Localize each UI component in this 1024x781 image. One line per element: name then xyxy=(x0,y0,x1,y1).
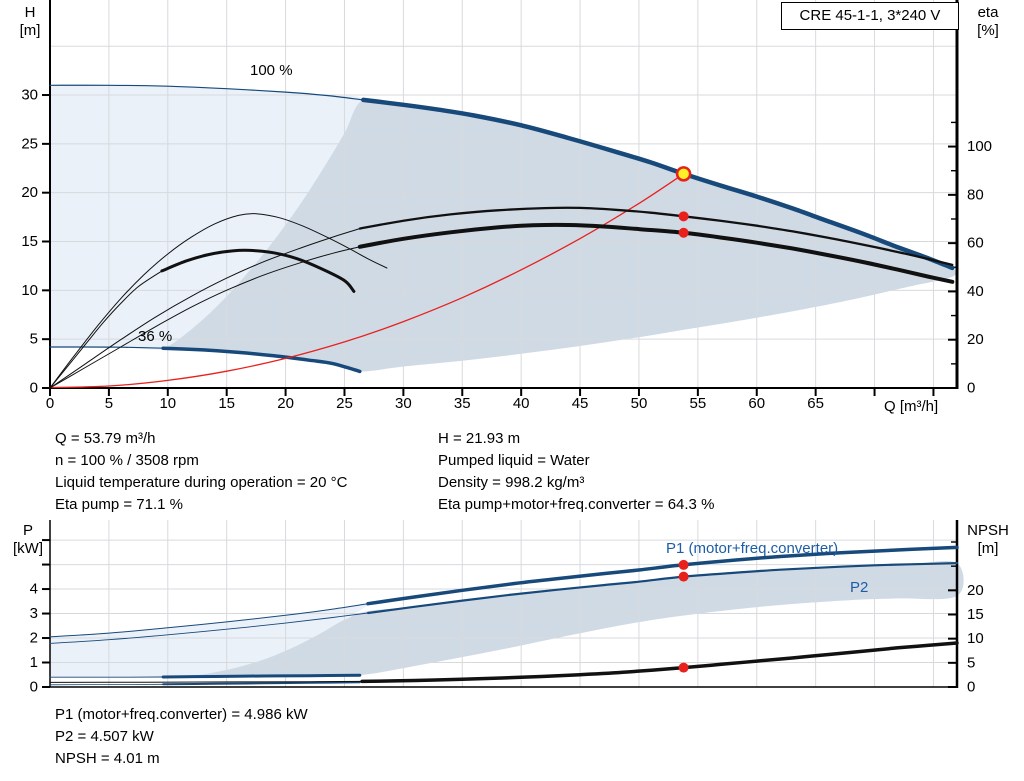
npsh-point xyxy=(678,662,689,673)
left-tick-label: 0 xyxy=(30,380,38,397)
density-text: Density = 998.2 kg/m³ xyxy=(438,474,585,491)
left-tick-label: 30 xyxy=(21,87,38,104)
right-tick-label: 100 xyxy=(967,138,992,155)
p2-curve-label: P2 xyxy=(850,579,869,596)
npsh-axis-label: NPSH [m] xyxy=(967,522,1009,557)
pump-title-box: CRE 45-1-1, 3*240 V xyxy=(781,2,959,30)
p-36-curve xyxy=(161,673,362,679)
eta-pump-point xyxy=(678,211,689,222)
left-tick-label: 0 xyxy=(30,679,38,696)
x-tick-label: 55 xyxy=(690,395,707,412)
p1-curve-label: P1 (motor+freq.converter) xyxy=(666,540,839,557)
left-tick-label: 20 xyxy=(21,184,38,201)
qh-100-tail xyxy=(49,84,364,101)
left-tick-label: 1 xyxy=(30,654,38,671)
p1-tail xyxy=(49,603,369,638)
p1-curve xyxy=(366,545,959,606)
duty-point xyxy=(675,166,692,182)
qh-36-tail xyxy=(49,346,164,349)
right-tick-label: 10 xyxy=(967,630,984,647)
p1-point xyxy=(678,559,689,570)
right-tick-label: 15 xyxy=(967,606,984,623)
x-tick-label: 10 xyxy=(159,395,176,412)
left-tick-label: 2 xyxy=(30,630,38,647)
npsh-curve xyxy=(360,641,959,684)
left-tick-label: 10 xyxy=(21,282,38,299)
p2-curve xyxy=(366,562,959,615)
left-tick-label: 15 xyxy=(21,233,38,250)
npsh-value-text: NPSH = 4.01 m xyxy=(55,750,160,767)
x-tick-label: 25 xyxy=(336,395,353,412)
right-tick-label: 0 xyxy=(967,679,975,696)
x-tick-label: 40 xyxy=(513,395,530,412)
right-tick-label: 80 xyxy=(967,186,984,203)
right-tick-label: 5 xyxy=(967,654,975,671)
speed-envelope-dark xyxy=(163,98,957,372)
eta-total-point xyxy=(678,227,689,238)
duty-flow-text: Q = 53.79 m³/h xyxy=(55,430,156,447)
power-npsh-chart: 0 1 2 3 4 0 5 10 15 20 xyxy=(30,520,984,696)
x-tick-label: 5 xyxy=(105,395,113,412)
x-tick-label: 50 xyxy=(631,395,648,412)
left-tick-label: 25 xyxy=(21,135,38,152)
left-tick-label: 3 xyxy=(30,605,38,622)
x-tick-label: 35 xyxy=(454,395,471,412)
duty-speed-text: n = 100 % / 3508 rpm xyxy=(55,452,199,469)
right-tick-label: 0 xyxy=(967,380,975,397)
power-envelope-dark xyxy=(163,560,964,677)
q-axis-label: Q [m³/h] xyxy=(884,398,939,415)
control-curve xyxy=(49,173,685,389)
x-tick-label: 30 xyxy=(395,395,412,412)
eta-reduced-speed-b xyxy=(160,248,356,293)
eta-reduced-speed-a xyxy=(49,213,388,389)
x-tick-label: 45 xyxy=(572,395,589,412)
liquid-temperature-text: Liquid temperature during operation = 20… xyxy=(55,474,348,491)
p2-point xyxy=(678,571,689,582)
speed-36-label: 36 % xyxy=(138,328,173,345)
h-axis-label: H [m] xyxy=(19,4,41,39)
p1-value-text: P1 (motor+freq.converter) = 4.986 kW xyxy=(55,706,308,723)
p2-value-text: P2 = 4.507 kW xyxy=(55,728,154,745)
x-tick-label: 65 xyxy=(807,395,824,412)
qh-eta-chart: 0 5 10 15 20 25 30 0 20 40 60 80 100 0 5 10 15 20 25 30 35 40… xyxy=(21,0,992,412)
left-tick-label: 5 xyxy=(30,331,38,348)
eta-pump-text: Eta pump = 71.1 % xyxy=(55,496,183,513)
x-tick-label: 15 xyxy=(218,395,235,412)
eta-reduced-speed-b-tail xyxy=(49,270,163,389)
power-envelope-light xyxy=(50,603,369,678)
left-tick-label: 4 xyxy=(30,581,38,598)
npsh-tail xyxy=(49,680,363,683)
right-tick-label: 20 xyxy=(967,582,984,599)
p2-36-tail xyxy=(49,683,164,686)
qh-36-curve xyxy=(161,346,362,374)
p-axis-label: P [kW] xyxy=(13,522,43,557)
speed-100-label: 100 % xyxy=(250,62,293,79)
duty-head-text: H = 21.93 m xyxy=(438,430,521,447)
pumped-liquid-text: Pumped liquid = Water xyxy=(438,452,590,469)
right-tick-label: 40 xyxy=(967,283,984,300)
eta-axis-label: eta [%] xyxy=(977,4,999,39)
x-tick-label: 0 xyxy=(46,395,54,412)
p2-tail xyxy=(49,612,369,644)
right-tick-label: 60 xyxy=(967,235,984,252)
p2-36-curve xyxy=(162,681,361,686)
eta-pump-tail xyxy=(49,228,361,389)
eta-total-text: Eta pump+motor+freq.converter = 64.3 % xyxy=(438,496,715,513)
right-tick-label: 20 xyxy=(967,331,984,348)
x-tick-label: 60 xyxy=(748,395,765,412)
eta-total-tail xyxy=(49,246,361,389)
x-tick-label: 20 xyxy=(277,395,294,412)
